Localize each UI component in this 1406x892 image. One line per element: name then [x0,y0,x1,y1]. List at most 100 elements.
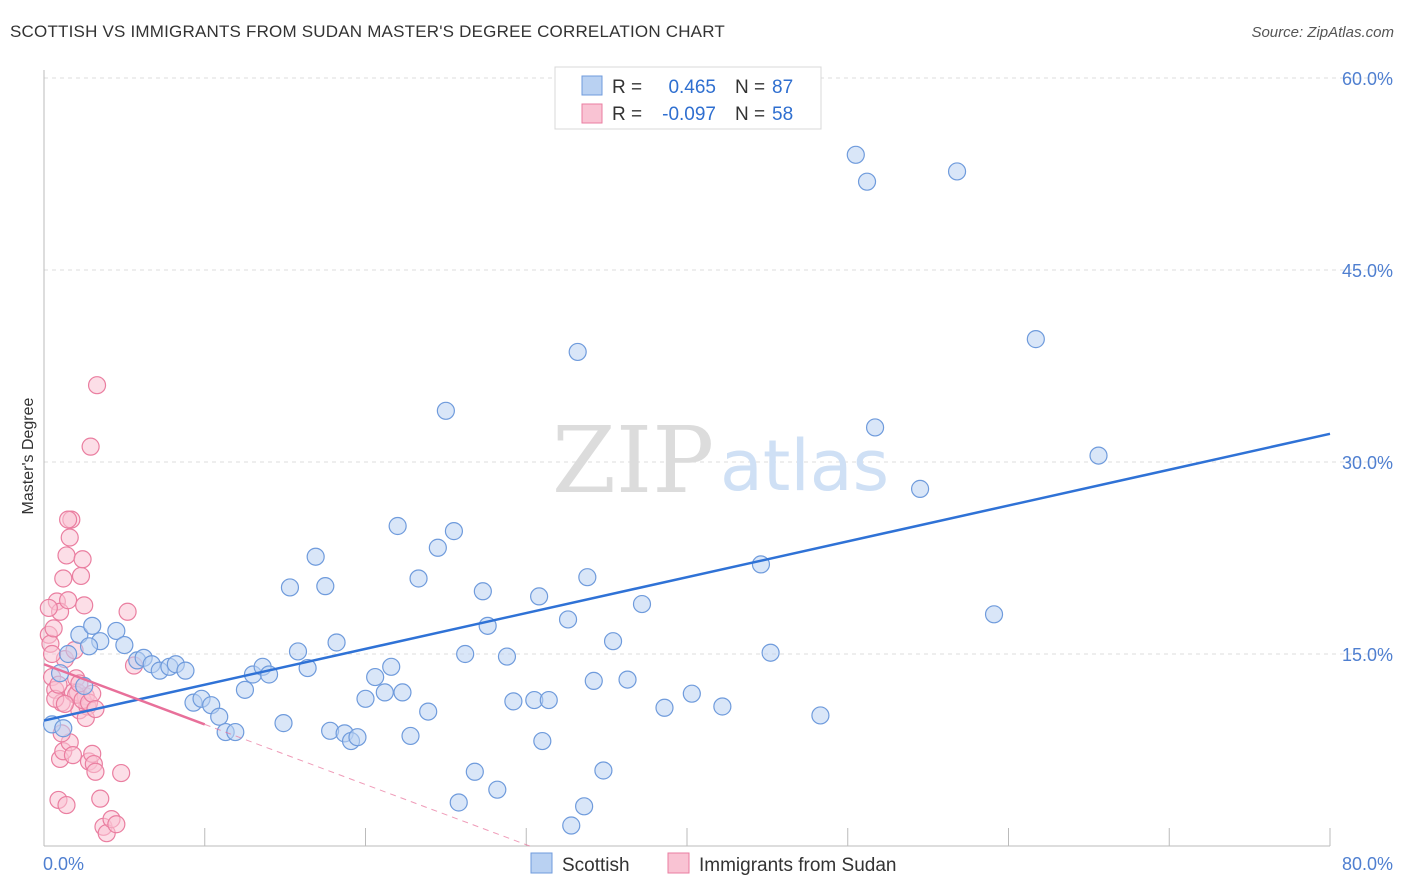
x-axis-ticks [204,828,1331,846]
scottish-point [393,683,412,702]
sudan-point [73,550,92,569]
y-axis-label: Master's Degree [20,397,37,514]
scottish-point [473,582,492,601]
scottish-point [115,635,134,655]
source-label: Source: ZipAtlas.com [1251,24,1394,41]
y-tick-label-60: 60.0% [1342,69,1393,89]
y-tick-labels: 15.0% 30.0% 45.0% 60.0% [1342,69,1393,665]
scottish-point [409,569,428,588]
sudan-point [91,789,110,808]
scottish-point [107,621,126,641]
sudan-point [42,644,62,664]
scottish-point [682,684,701,703]
scottish-point [846,145,865,164]
legend-r-label-sudan: R = [612,104,642,125]
scottish-point [176,661,195,680]
sudan-point [39,598,58,618]
sudan-point [63,746,83,765]
scottish-point [562,816,581,835]
scottish-point [465,762,484,781]
scottish-point [539,690,558,710]
y-tick-label-15: 15.0% [1342,645,1393,665]
scottish-point [444,522,464,541]
scottish-trend-line [43,432,1331,722]
sudan-point [59,510,78,529]
legend-r-label-scottish: R = [612,77,642,98]
scottish-point [436,401,455,420]
sudan-point [60,528,79,547]
scottish-point [504,692,523,711]
y-tick-label-30: 30.0% [1342,453,1393,473]
watermark-atlas: atlas [720,425,889,507]
scottish-point [910,479,930,498]
sudan-point [55,694,74,714]
scottish-point [348,728,367,747]
scottish-point [280,578,300,597]
bottom-legend-label-scottish: Scottish [562,855,630,876]
scottish-point [811,706,830,725]
sudan-point [112,763,131,783]
stats-legend: R = 0.465 N = 87 R = -0.097 N = 58 [554,66,822,130]
legend-r-value-sudan: -0.097 [662,104,716,125]
scottish-point [584,671,603,690]
sudan-point [59,591,78,610]
scottish-point [984,605,1004,624]
sudan-point [107,815,126,834]
scottish-point [857,172,877,191]
watermark-zip: ZIP [552,407,714,514]
scottish-point [54,719,73,738]
legend-n-value-scottish: 87 [772,77,793,98]
sudan-point [57,546,76,565]
x-tick-label-min: 0.0% [43,854,84,874]
scottish-point [210,707,229,726]
scottish-point [306,547,325,566]
scottish-point [761,643,780,662]
scottish-point [83,616,102,635]
bottom-legend-swatch-sudan [667,852,690,874]
scottish-point [316,577,335,596]
scottish-point [1089,446,1108,465]
scottish-point [488,780,507,799]
legend-n-value-sudan: 58 [772,104,793,125]
scottish-point [419,702,438,721]
y-tick-label-45: 45.0% [1342,261,1393,281]
trend-lines [43,432,1331,847]
bottom-legend-swatch-scottish [530,852,553,874]
scottish-point [356,689,375,708]
scottish-point [947,162,967,181]
scottish-point [618,670,637,689]
scottish-point [366,667,385,687]
scottish-point [327,633,346,652]
scottish-point [226,722,245,742]
scottish-point [274,714,293,733]
legend-swatch-sudan [581,103,603,124]
sudan-point [57,795,76,815]
bottom-legend: Scottish Immigrants from Sudan [530,852,896,876]
scottish-point [79,637,99,656]
sudan-point [54,569,73,588]
sudan-point [44,619,63,638]
scottish-point [382,657,401,676]
scottish-point [568,342,587,362]
scottish-point [533,731,552,751]
scottish-point [1026,330,1045,349]
legend-n-label-scottish: N = [735,77,765,98]
legend-r-value-scottish: 0.465 [668,77,716,98]
scottish-point [59,644,78,664]
scottish-point [594,761,613,780]
sudan-point [71,566,91,586]
sudan-point [118,602,137,621]
sudan-trend-line [43,663,206,726]
scottish-point [375,683,394,702]
scottish-point [235,680,255,699]
legend-n-label-sudan: N = [735,104,765,125]
scottish-point [578,568,597,587]
sudan-point [86,762,105,781]
scottish-point [456,644,475,664]
chart-title: SCOTTISH VS IMMIGRANTS FROM SUDAN MASTER… [10,22,725,41]
x-tick-label-max: 80.0% [1342,854,1393,874]
sudan-point [87,376,107,395]
scottish-point [655,698,674,717]
scottish-point [401,726,420,746]
